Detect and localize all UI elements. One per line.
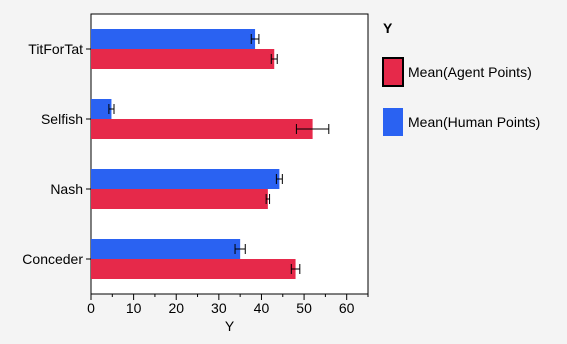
bar-titfortat-agent <box>91 49 275 69</box>
bar-titfortat-human <box>91 29 256 49</box>
category-label-conceder: Conceder <box>22 251 83 267</box>
error-bar-nash-agent <box>265 194 271 204</box>
legend-label: Mean(Agent Points) <box>408 64 532 80</box>
legend-item-agent[interactable]: Mean(Agent Points) <box>382 57 532 87</box>
x-tick-label-60: 60 <box>339 300 355 316</box>
legend-swatch <box>383 108 403 136</box>
legend-item-human[interactable]: Mean(Human Points) <box>383 108 540 136</box>
error-bar-nash-human <box>275 174 283 184</box>
error-bar-conceder-agent <box>290 264 301 274</box>
x-tick-label-0: 0 <box>87 300 95 316</box>
bar-selfish-human <box>91 99 112 119</box>
x-tick-label-30: 30 <box>211 300 227 316</box>
bar-nash-agent <box>91 189 268 209</box>
error-bar-selfish-agent <box>295 124 330 134</box>
x-axis-ticks: 0 10 20 30 40 50 60 <box>87 294 369 316</box>
legend[interactable]: Y Mean(Agent Points) Mean(Human Points) <box>382 20 540 136</box>
bars-layer <box>91 29 313 279</box>
legend-label: Mean(Human Points) <box>408 114 540 130</box>
bar-selfish-agent <box>91 119 313 139</box>
legend-swatch <box>382 57 404 87</box>
legend-title: Y <box>383 20 393 36</box>
error-bar-titfortat-human <box>250 34 260 44</box>
x-tick-label-20: 20 <box>168 300 184 316</box>
category-label-titfortat: TitForTat <box>28 41 83 57</box>
bar-conceder-human <box>91 239 241 259</box>
bar-nash-human <box>91 169 280 189</box>
error-bar-conceder-human <box>234 244 246 254</box>
error-bar-titfortat-agent <box>270 54 278 64</box>
category-labels: TitForTat Selfish Nash Conceder <box>22 41 91 267</box>
x-tick-label-40: 40 <box>254 300 270 316</box>
x-tick-label-10: 10 <box>126 300 142 316</box>
category-label-selfish: Selfish <box>41 111 83 127</box>
bar-conceder-agent <box>91 259 296 279</box>
x-axis-title: Y <box>225 318 235 334</box>
error-bars-layer <box>108 34 330 274</box>
error-bar-selfish-human <box>108 104 115 114</box>
x-tick-label-50: 50 <box>296 300 312 316</box>
category-label-nash: Nash <box>50 181 83 197</box>
